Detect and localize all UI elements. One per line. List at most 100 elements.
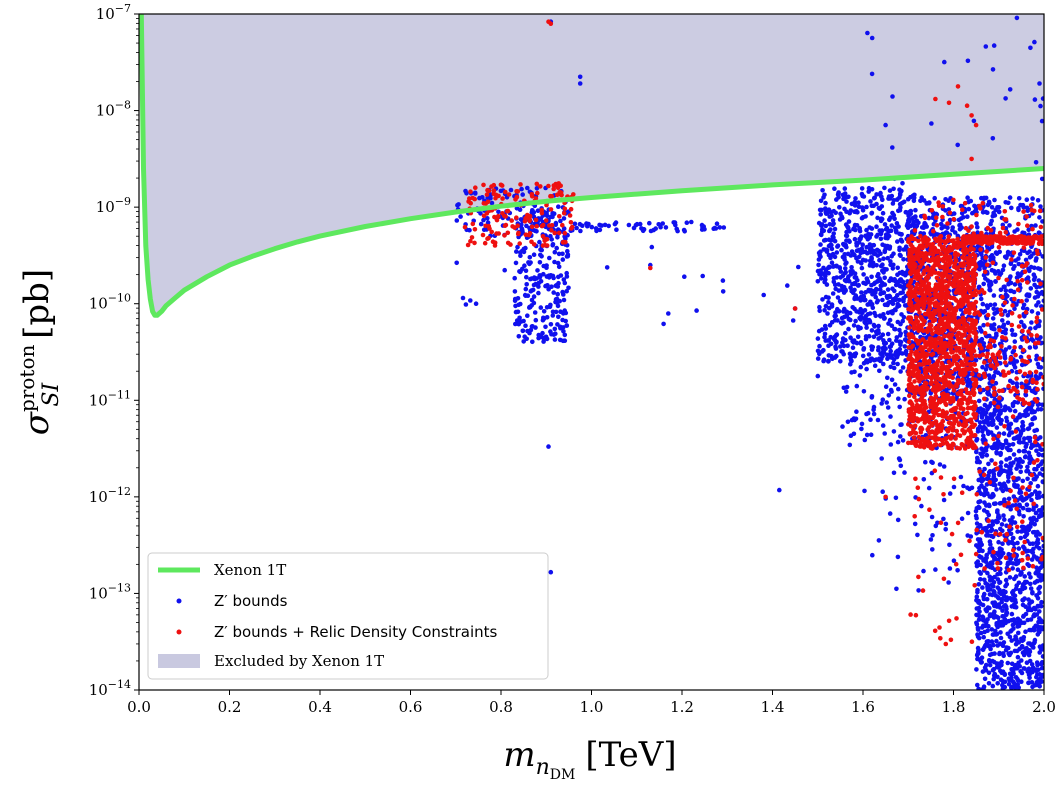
data-point — [842, 206, 847, 212]
data-point — [947, 542, 952, 548]
data-point — [848, 433, 854, 439]
data-point — [555, 192, 560, 198]
data-point — [863, 249, 868, 255]
data-point — [550, 313, 556, 318]
data-point — [868, 250, 873, 255]
data-point — [1035, 537, 1041, 542]
data-point — [982, 466, 987, 472]
data-point — [980, 548, 985, 554]
data-point — [1033, 223, 1038, 228]
data-point — [1039, 660, 1044, 665]
data-point — [546, 444, 551, 449]
data-point — [700, 273, 705, 279]
data-point — [875, 215, 880, 221]
data-point — [887, 337, 892, 343]
data-point — [990, 519, 995, 524]
data-point — [926, 485, 932, 491]
data-point — [1036, 452, 1042, 458]
data-point — [996, 602, 1002, 607]
data-point — [1014, 418, 1019, 423]
data-point — [968, 417, 974, 423]
data-point — [512, 275, 517, 281]
data-point — [512, 289, 518, 294]
data-point — [998, 450, 1003, 456]
data-point — [874, 224, 879, 229]
data-point — [981, 684, 987, 689]
data-point — [876, 271, 881, 277]
data-point — [889, 389, 894, 394]
data-point — [550, 210, 555, 216]
data-point — [850, 338, 855, 344]
data-point — [1003, 647, 1009, 653]
data-point — [901, 257, 906, 262]
data-point — [989, 627, 995, 632]
data-point — [513, 260, 519, 266]
data-point — [850, 269, 855, 274]
data-point — [859, 290, 864, 295]
data-point — [472, 240, 477, 246]
data-point — [978, 601, 983, 606]
data-point — [981, 558, 986, 563]
data-point — [970, 268, 976, 273]
data-point — [1020, 638, 1025, 644]
data-point — [950, 227, 955, 233]
data-point — [521, 246, 527, 252]
data-point — [991, 501, 997, 507]
data-point — [898, 434, 903, 439]
data-point — [1014, 15, 1020, 21]
data-point — [1017, 646, 1022, 652]
data-point — [852, 353, 858, 359]
data-point — [535, 268, 540, 273]
data-point — [544, 305, 550, 310]
data-point — [902, 337, 908, 342]
data-point — [682, 274, 687, 280]
data-point — [557, 214, 562, 219]
data-point — [843, 309, 849, 315]
data-point — [508, 187, 514, 193]
data-point — [1033, 160, 1039, 165]
data-point — [1006, 200, 1011, 206]
data-point — [838, 359, 843, 364]
data-point — [952, 252, 958, 257]
data-point — [928, 375, 934, 381]
data-point — [1018, 619, 1023, 624]
data-point — [855, 334, 861, 340]
data-point — [859, 265, 865, 271]
data-point — [478, 221, 484, 227]
data-point — [822, 192, 827, 198]
data-point — [1001, 593, 1007, 599]
data-point — [481, 201, 487, 206]
data-point — [864, 432, 870, 438]
data-point — [1009, 604, 1015, 609]
data-point — [933, 523, 939, 529]
data-point — [941, 497, 947, 503]
data-point — [1027, 493, 1032, 499]
data-point — [821, 357, 827, 363]
data-point — [816, 257, 822, 262]
data-point — [857, 254, 862, 260]
data-point — [887, 188, 893, 193]
data-point — [552, 326, 558, 332]
data-point — [1038, 365, 1044, 370]
data-point — [1023, 408, 1028, 414]
data-point — [577, 74, 583, 80]
data-point — [901, 314, 907, 320]
data-point — [819, 327, 825, 332]
data-point — [893, 307, 898, 313]
data-point — [975, 656, 981, 661]
data-point — [1000, 541, 1005, 546]
data-point — [873, 294, 878, 300]
data-point — [886, 321, 891, 326]
data-point — [564, 323, 569, 328]
data-point — [910, 343, 916, 349]
data-point — [841, 351, 846, 357]
data-point — [1025, 275, 1031, 280]
data-point — [1015, 623, 1021, 629]
data-point — [893, 352, 898, 357]
data-point — [533, 217, 539, 223]
data-point — [555, 303, 561, 309]
data-point — [990, 553, 995, 558]
data-point — [1012, 408, 1018, 414]
data-point — [1007, 430, 1013, 436]
data-point — [819, 349, 825, 354]
